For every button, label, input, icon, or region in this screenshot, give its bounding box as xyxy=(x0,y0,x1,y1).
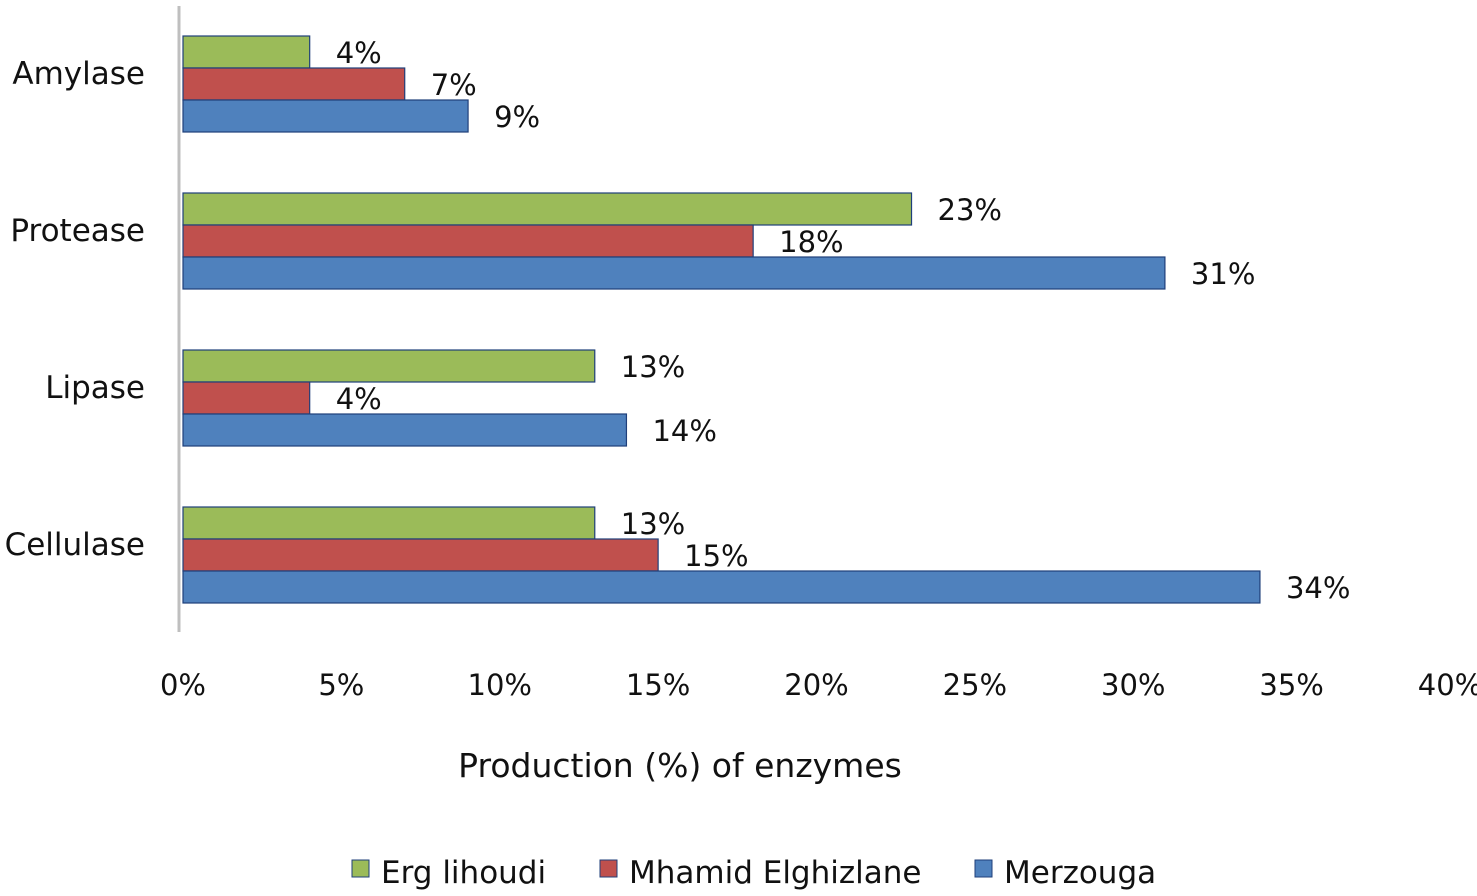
legend-swatch-mhamid-elghizlane xyxy=(599,859,618,878)
legend-label-merzouga: Merzouga xyxy=(1004,855,1156,891)
data-label-cellulase-merzouga: 34% xyxy=(1286,571,1350,605)
bar-lipase-merzouga xyxy=(182,413,628,447)
category-labels: Amylase Protease Lipase Cellulase xyxy=(5,56,145,563)
bar-cellulase-erg-lihoudi xyxy=(182,506,596,540)
data-label-lipase-mhamid-elghizlane: 4% xyxy=(336,382,382,416)
x-tick-label-25: 25% xyxy=(943,668,1007,702)
legend: Erg lihoudi Mhamid Elghizlane Merzouga xyxy=(351,855,1156,891)
bar-protease-merzouga xyxy=(182,256,1166,290)
x-tick-label-40: 40% xyxy=(1418,668,1477,702)
data-label-cellulase-erg-lihoudi: 13% xyxy=(621,507,685,541)
bar-cellulase-merzouga xyxy=(182,570,1261,604)
data-label-protease-mhamid-elghizlane: 18% xyxy=(779,225,843,259)
legend-label-erg-lihoudi: Erg lihoudi xyxy=(381,855,546,891)
x-tick-label-0: 0% xyxy=(160,668,206,702)
x-tick-labels: 0% 5% 10% 15% 20% 25% 30% 35% 40% xyxy=(160,668,1477,702)
data-label-cellulase-mhamid-elghizlane: 15% xyxy=(684,539,748,573)
bar-cellulase-mhamid-elghizlane xyxy=(182,538,659,572)
bar-protease-erg-lihoudi xyxy=(182,192,913,226)
x-tick-label-10: 10% xyxy=(468,668,532,702)
category-label-lipase: Lipase xyxy=(45,370,145,406)
bar-lipase-mhamid-elghizlane xyxy=(182,381,311,415)
category-label-cellulase: Cellulase xyxy=(5,527,145,563)
category-label-amylase: Amylase xyxy=(12,56,145,92)
x-tick-label-5: 5% xyxy=(318,668,364,702)
bar-protease-mhamid-elghizlane xyxy=(182,224,754,258)
data-label-lipase-merzouga: 14% xyxy=(652,414,716,448)
x-tick-label-30: 30% xyxy=(1101,668,1165,702)
labels-layer: 4%7%9%23%18%31%13%4%14%13%15%34% xyxy=(336,36,1351,605)
data-label-protease-merzouga: 31% xyxy=(1191,257,1255,291)
data-label-amylase-erg-lihoudi: 4% xyxy=(336,36,382,70)
category-label-protease: Protease xyxy=(10,213,145,249)
data-label-protease-erg-lihoudi: 23% xyxy=(938,193,1002,227)
x-tick-label-35: 35% xyxy=(1259,668,1323,702)
bar-amylase-merzouga xyxy=(182,99,469,133)
legend-label-mhamid-elghizlane: Mhamid Elghizlane xyxy=(629,855,921,891)
bar-lipase-erg-lihoudi xyxy=(182,349,596,383)
x-tick-label-15: 15% xyxy=(626,668,690,702)
bars-layer xyxy=(182,35,1261,604)
data-label-amylase-merzouga: 9% xyxy=(494,100,540,134)
x-tick-label-20: 20% xyxy=(784,668,848,702)
x-axis-title: Production (%) of enzymes xyxy=(458,746,902,785)
data-label-lipase-erg-lihoudi: 13% xyxy=(621,350,685,384)
legend-swatch-merzouga xyxy=(974,859,993,878)
data-label-amylase-mhamid-elghizlane: 7% xyxy=(431,68,477,102)
bar-amylase-mhamid-elghizlane xyxy=(182,67,406,101)
bar-amylase-erg-lihoudi xyxy=(182,35,311,69)
legend-swatch-erg-lihoudi xyxy=(351,859,370,878)
